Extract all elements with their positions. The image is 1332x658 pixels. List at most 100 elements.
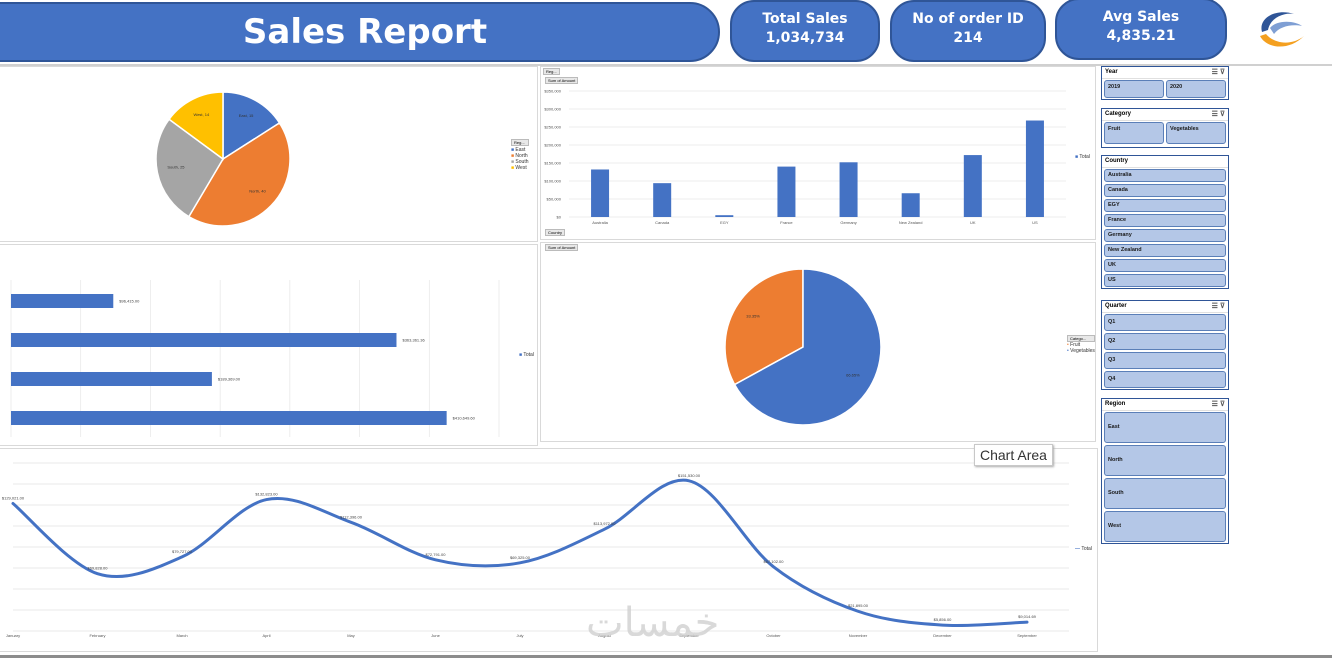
line-xtick: August	[598, 633, 611, 638]
region-pie-chart[interactable]: East, 15 North, 40 South, 25 West, 14	[0, 67, 539, 243]
hbar-data-label: $363,361.36	[402, 338, 425, 343]
filter-clear-icon[interactable]: ☰ ⊽	[1211, 111, 1225, 118]
country-bar-new-zealand[interactable]	[901, 193, 920, 217]
line-data-label: $9,014.69	[1018, 614, 1037, 619]
header-divider	[0, 64, 1332, 66]
country-bar-australia[interactable]	[591, 169, 610, 217]
category-pie-measure-tag: Sum of Amount	[545, 244, 579, 251]
category-legend-title[interactable]: Catego...	[1067, 335, 1095, 342]
hbar-chart[interactable]: $96,415.00 $363,361.36 $189,369.00 $410,649…	[0, 245, 539, 447]
country-xtick: Australia	[592, 220, 608, 225]
region-pie-panel[interactable]: East, 15 North, 40 South, 25 West, 14 Reg..…	[0, 66, 538, 242]
category-pie-legend: Catego... • Fruit • Vegetables	[1067, 335, 1095, 354]
slicer-region-north[interactable]: North	[1104, 445, 1226, 476]
filter-clear-icon[interactable]: ☰ ⊽	[1211, 303, 1225, 310]
slicer-region-south[interactable]: South	[1104, 478, 1226, 509]
line-xtick: June	[431, 633, 440, 638]
hbar-bar-3[interactable]	[11, 411, 447, 425]
slicer-quarter-q1[interactable]: Q1	[1104, 314, 1226, 331]
legend-east: East	[515, 147, 526, 153]
country-bar-uk[interactable]	[963, 155, 982, 217]
slicer-category-fruit[interactable]: Fruit	[1104, 122, 1164, 144]
monthly-line-chart[interactable]: $129,021.00 January $69,828.00 February $79,…	[0, 449, 1099, 653]
slicer-country-us[interactable]: US	[1104, 274, 1226, 287]
slicer-category-vegetables[interactable]: Vegetables	[1166, 122, 1226, 144]
report-title-banner: Sales Report	[0, 2, 720, 62]
slicer-country-australia[interactable]: Australia	[1104, 169, 1226, 182]
slicer-region-west[interactable]: West	[1104, 511, 1226, 542]
kpi-order-count: No of order ID 214	[890, 0, 1046, 62]
monthly-line-panel[interactable]: $129,021.00 January $69,828.00 February $79,…	[0, 448, 1098, 652]
filter-clear-icon[interactable]: ☰ ⊽	[1211, 401, 1225, 408]
category-pie-label-vegetables: 66.65%	[846, 373, 860, 378]
country-bar-germany[interactable]	[839, 162, 858, 217]
country-xtick: Germany	[840, 220, 856, 225]
slicer-country-uk[interactable]: UK	[1104, 259, 1226, 272]
country-bar-panel[interactable]: Reg... Sum of Amount Country $350,000 $30…	[540, 66, 1096, 240]
slicer-quarter-q2[interactable]: Q2	[1104, 333, 1226, 350]
slicer-region-east[interactable]: East	[1104, 412, 1226, 443]
slicer-category-title: Category	[1105, 111, 1132, 117]
hbar-legend: ■ Total	[519, 352, 534, 358]
country-ytick: $0	[557, 215, 562, 220]
category-pie-panel[interactable]: Sum of Amount 33.35% 66.65% Catego... • F…	[540, 242, 1096, 442]
kpi-avg-sales-label: Avg Sales	[1102, 9, 1180, 25]
line-data-label: $69,325.00	[510, 555, 531, 560]
region-pie-slice-south[interactable]	[155, 118, 224, 218]
line-data-label: $112,396.00	[340, 514, 363, 519]
region-pie-slice-west[interactable]	[168, 91, 224, 161]
region-legend-title[interactable]: Reg...	[511, 139, 529, 146]
hbar-data-label: $410,649.60	[453, 416, 476, 421]
slicer-quarter-q4[interactable]: Q4	[1104, 371, 1226, 388]
slicer-country-france[interactable]: France	[1104, 214, 1226, 227]
region-pie-label-north: North, 40	[249, 188, 266, 193]
legend-fruit: Fruit	[1070, 342, 1081, 348]
country-bar-measure-tag: Sum of Amount	[545, 77, 579, 84]
country-bar-axis-tag[interactable]: Country	[545, 229, 566, 236]
line-data-label: $79,727.00	[172, 549, 193, 554]
region-pie-slice-east[interactable]	[222, 91, 281, 161]
country-ytick: $350,000	[544, 89, 561, 94]
slicer-country: Country Australia Canada EGY France Germany N…	[1101, 155, 1229, 289]
line-data-label: $151,530.00	[678, 473, 701, 478]
region-pie-label-west: West, 14	[193, 112, 209, 117]
slicer-country-germany[interactable]: Germany	[1104, 229, 1226, 242]
country-ytick: $50,000	[547, 197, 562, 202]
chart-area-tooltip: Chart Area	[974, 444, 1053, 466]
slicer-quarter-title: Quarter	[1105, 303, 1127, 309]
country-bar-legend: ■ Total	[1075, 154, 1090, 160]
country-bar-canada[interactable]	[653, 183, 672, 217]
hbar-panel[interactable]: $96,415.00 $363,361.36 $189,369.00 $410,649…	[0, 244, 538, 446]
country-bar-france[interactable]	[777, 166, 796, 217]
hbar-bar-1[interactable]	[11, 333, 397, 347]
filter-clear-icon[interactable]: ☰ ⊽	[1211, 69, 1225, 76]
slicer-country-new-zealand[interactable]: New Zealand	[1104, 244, 1226, 257]
category-pie-label-fruit: 33.35%	[746, 313, 760, 318]
hbar-bar-0[interactable]	[11, 294, 114, 308]
country-ytick: $250,000	[544, 125, 561, 130]
slicer-country-egy[interactable]: EGY	[1104, 199, 1226, 212]
country-ytick: $100,000	[544, 179, 561, 184]
line-xtick: September	[679, 633, 699, 638]
line-data-label: $69,828.00	[87, 566, 108, 571]
region-pie-slice-north[interactable]	[187, 121, 291, 227]
slicer-country-canada[interactable]: Canada	[1104, 184, 1226, 197]
bottom-border	[0, 655, 1332, 658]
country-xtick: UK	[970, 220, 976, 225]
country-bar-filter-tag[interactable]: Reg...	[543, 68, 560, 75]
country-bar-us[interactable]	[1025, 120, 1044, 217]
slicer-year-2019[interactable]: 2019	[1104, 80, 1164, 98]
slicer-quarter-q3[interactable]: Q3	[1104, 352, 1226, 369]
hbar-bar-2[interactable]	[11, 372, 212, 386]
country-bar-chart[interactable]: $350,000 $300,000 $250,000 $200,000 $150,000…	[541, 67, 1097, 241]
category-pie-slice-vegetables[interactable]	[733, 268, 882, 426]
line-legend: — Total	[1075, 546, 1092, 552]
report-title: Sales Report	[242, 12, 488, 52]
company-logo-icon	[1260, 12, 1304, 47]
line-data-label: $21,895.00	[848, 603, 869, 608]
category-pie-chart[interactable]: 33.35% 66.65%	[541, 243, 1097, 443]
category-pie-slice-fruit[interactable]	[724, 268, 804, 386]
monthly-sales-line[interactable]	[11, 478, 1029, 628]
slicer-year-2020[interactable]: 2020	[1166, 80, 1226, 98]
country-bar-egy[interactable]	[715, 215, 734, 217]
